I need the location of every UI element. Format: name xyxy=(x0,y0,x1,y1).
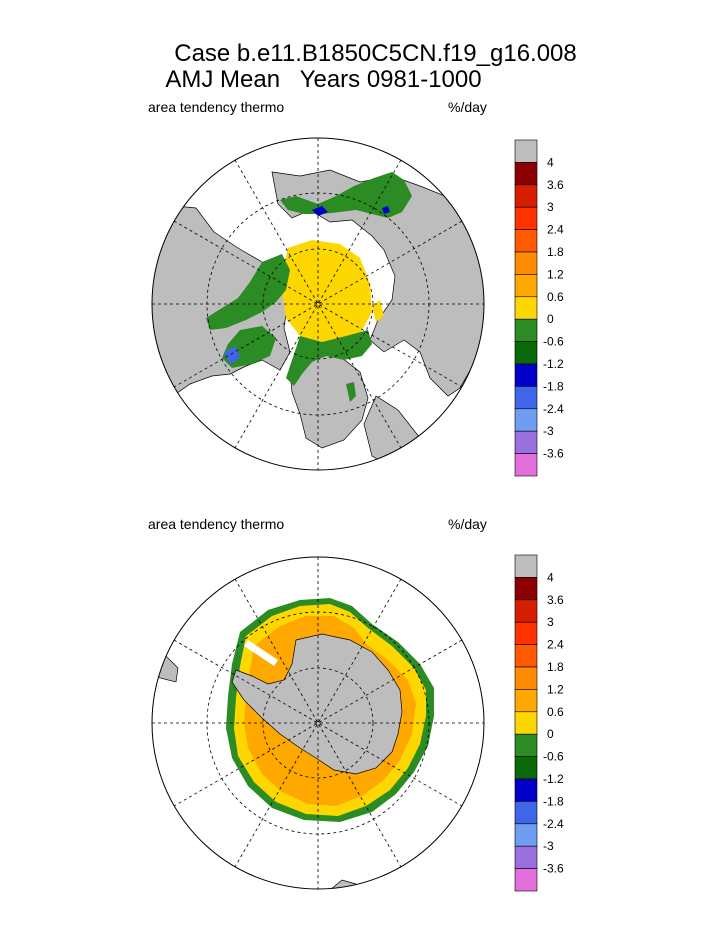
colorbar-tick-label: 0.6 xyxy=(547,290,564,304)
colorbar-tick-label: -0.6 xyxy=(543,335,564,349)
north-ice-field xyxy=(206,172,412,402)
colorbar-tick-label: 0 xyxy=(547,727,554,741)
colorbar-tick-label: 3.6 xyxy=(547,178,564,192)
colorbar-bin xyxy=(514,251,538,275)
colorbar-bin xyxy=(514,363,538,387)
colorbar-bin xyxy=(514,184,538,208)
colorbar-tick-label: -3.6 xyxy=(543,862,564,876)
colorbar-bin xyxy=(514,341,538,365)
colorbar-bin xyxy=(514,577,538,601)
colorbar-tick-label: -2.4 xyxy=(543,402,564,416)
south-graticule xyxy=(152,557,484,889)
colorbar-tick-label: 1.8 xyxy=(547,660,564,674)
colorbar-bin xyxy=(514,823,538,847)
colorbar-bin xyxy=(514,386,538,410)
colorbar-bin xyxy=(514,162,538,186)
colorbar-top-box xyxy=(514,139,538,163)
colorbar-tick-label: -1.8 xyxy=(543,379,564,393)
colorbar-tick-label: -3 xyxy=(543,424,554,438)
colorbar-bin xyxy=(514,621,538,645)
colorbar-tick-label: 1.8 xyxy=(547,245,564,259)
colorbar-tick-label: -2.4 xyxy=(543,817,564,831)
colorbar-tick-label: 1.2 xyxy=(547,682,564,696)
colorbar-bin xyxy=(514,644,538,668)
figure-title-line2: AMJ Mean Years 0981-1000 xyxy=(165,66,482,93)
colorbar-tick-label: 2.4 xyxy=(547,223,564,237)
colorbar-bin xyxy=(514,778,538,802)
colorbar-bin xyxy=(514,430,538,454)
colorbar-tick-label: -1.8 xyxy=(543,794,564,808)
colorbar-tick-label: 3 xyxy=(547,615,554,629)
colorbar-bin xyxy=(514,733,538,757)
colorbar-bin xyxy=(514,453,538,477)
colorbar-bin xyxy=(514,666,538,690)
colorbar-bin xyxy=(514,229,538,253)
south-left-label: area tendency thermo xyxy=(148,516,285,532)
colorbar-bin xyxy=(514,599,538,623)
north-units-label: %/day xyxy=(448,99,487,115)
colorbar-bin xyxy=(514,206,538,230)
colorbar-bin xyxy=(514,711,538,735)
colorbar-bin xyxy=(514,868,538,892)
colorbar-bin xyxy=(514,318,538,342)
south-units-label: %/day xyxy=(448,516,487,532)
colorbar-tick-label: -0.6 xyxy=(543,750,564,764)
colorbar-tick-label: 3.6 xyxy=(547,593,564,607)
colorbar-tick-label: 0 xyxy=(547,312,554,326)
colorbar-tick-label: -3.6 xyxy=(543,447,564,461)
north-polar-map xyxy=(151,137,485,471)
colorbar-tick-label: 4 xyxy=(547,155,554,169)
colorbar-tick-label: 0.6 xyxy=(547,705,564,719)
figure-title-line1: Case b.e11.B1850C5CN.f19_g16.008 xyxy=(174,40,577,67)
south-colorbar: 4 3.6 3 2.4 1.8 1.2 0.6 0 -0.6 -1.2 -1.8 -2.4 -3 -3.6 xyxy=(514,554,564,892)
colorbar-bin xyxy=(514,845,538,869)
north-left-label: area tendency thermo xyxy=(148,99,285,115)
colorbar-tick-label: 2.4 xyxy=(547,638,564,652)
north-graticule xyxy=(152,138,484,470)
north-colorbar: 4 3.6 3 2.4 1.8 1.2 0.6 0 -0.6 -1.2 -1.8 -2.4 -3 -3.6 xyxy=(514,139,564,477)
colorbar-tick-label: 3 xyxy=(547,200,554,214)
colorbar-tick-label: -1.2 xyxy=(543,772,564,786)
colorbar-bin xyxy=(514,689,538,713)
colorbar-tick-label: 4 xyxy=(547,570,554,584)
colorbar-top-box xyxy=(514,554,538,578)
colorbar-bin xyxy=(514,756,538,780)
colorbar-tick-label: 1.2 xyxy=(547,267,564,281)
colorbar-bin xyxy=(514,408,538,432)
colorbar-bin xyxy=(514,296,538,320)
colorbar-tick-label: -3 xyxy=(543,839,554,853)
colorbar-bin xyxy=(514,274,538,298)
colorbar-tick-label: -1.2 xyxy=(543,357,564,371)
south-polar-map xyxy=(151,556,485,890)
colorbar-bin xyxy=(514,801,538,825)
